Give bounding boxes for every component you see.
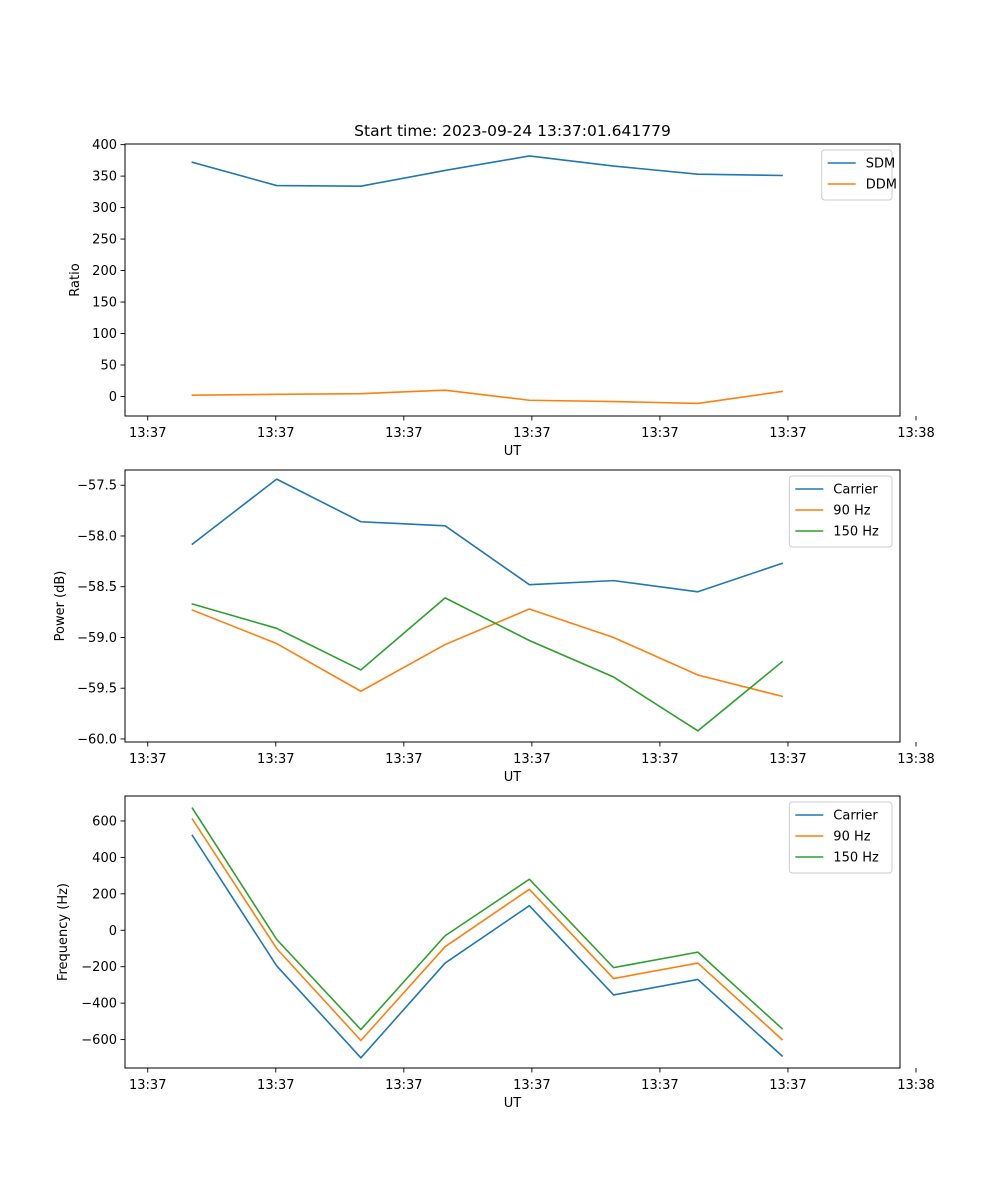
power-chart: 13:37 13:37 13:37 13:37 13:37 13:37 13:38 −60.0…: [53, 469, 935, 785]
y-tick-label: −59.5: [77, 682, 117, 697]
x-tick-label: 13:37: [769, 426, 806, 441]
y-axis-label: Power (dB): [53, 571, 68, 642]
x-tick-label: 13:37: [129, 426, 166, 441]
x-tick-label: 13:37: [257, 1078, 294, 1093]
series-line-carrier: [191, 834, 784, 1059]
x-tick-label: 13:37: [513, 1078, 550, 1093]
series-line-150-hz: [191, 597, 784, 732]
y-tick-label: −58.0: [77, 529, 117, 544]
legend-entry: Carrier: [833, 809, 878, 824]
y-tick-label: −57.5: [77, 479, 117, 494]
x-tick-label: 13:37: [641, 1078, 678, 1093]
x-tick-label: 13:37: [257, 752, 294, 767]
x-tick-label: 13:37: [641, 752, 678, 767]
y-tick-label: 0: [109, 924, 117, 939]
legend-entry: SDM: [866, 157, 895, 172]
legend: Carrier 90 Hz 150 Hz: [788, 475, 893, 548]
series-line-150-hz: [191, 807, 784, 1031]
legend-box: [788, 475, 893, 548]
x-tick-label: 13:37: [513, 426, 550, 441]
y-tick-label: −600: [81, 1033, 117, 1048]
legend: Carrier 90 Hz 150 Hz: [788, 801, 893, 874]
y-tick-label: −60.0: [77, 732, 117, 747]
y-tick-label: −58.5: [77, 580, 117, 595]
series-line-ddm: [191, 389, 783, 405]
legend: SDM DDM: [821, 149, 897, 201]
axes-frame: [124, 143, 901, 417]
y-tick-label: 200: [92, 264, 117, 279]
frequency-chart: 13:37 13:37 13:37 13:37 13:37 13:37 13:38 −600 −…: [56, 795, 935, 1111]
x-tick-label: 13:38: [897, 426, 934, 441]
x-tick-label: 13:38: [897, 1078, 934, 1093]
y-tick-label: 350: [92, 170, 117, 185]
y-tick-label: 50: [100, 359, 117, 374]
legend-entry: 90 Hz: [833, 830, 870, 845]
y-tick-label: 600: [92, 814, 117, 829]
y-tick-label: 100: [92, 327, 117, 342]
y-tick-label: 0: [109, 390, 117, 405]
legend-entry: DDM: [866, 178, 897, 193]
x-tick-label: 13:37: [385, 752, 422, 767]
x-tick-label: 13:37: [257, 426, 294, 441]
y-tick-label: 300: [92, 201, 117, 216]
x-axis-label: UT: [504, 1096, 522, 1111]
series-line-90-hz: [191, 608, 784, 698]
y-axis-label: Ratio: [68, 263, 83, 296]
x-tick-label: 13:37: [769, 1078, 806, 1093]
x-tick-label: 13:38: [897, 752, 934, 767]
series-line-carrier: [191, 478, 784, 593]
y-tick-label: −59.0: [77, 631, 117, 646]
x-tick-label: 13:37: [513, 752, 550, 767]
x-tick-label: 13:37: [641, 426, 678, 441]
y-tick-label: 400: [92, 851, 117, 866]
y-tick-label: 400: [92, 138, 117, 153]
axes-frame: [124, 469, 901, 743]
axes-frame: [124, 795, 901, 1069]
legend-entry: 150 Hz: [833, 851, 879, 866]
y-tick-label: −200: [81, 960, 117, 975]
x-tick-label: 13:37: [385, 426, 422, 441]
y-tick-label: −400: [81, 997, 117, 1012]
y-tick-label: 200: [92, 887, 117, 902]
chart-panels: 13:37 13:37 13:37 13:37 13:37 13:37 13:38 0 50 10…: [53, 138, 935, 1111]
ratio-chart: 13:37 13:37 13:37 13:37 13:37 13:37 13:38 0 50 10…: [68, 138, 935, 459]
x-tick-label: 13:37: [385, 1078, 422, 1093]
legend-entry: 150 Hz: [833, 525, 879, 540]
x-tick-label: 13:37: [129, 752, 166, 767]
y-tick-label: 250: [92, 233, 117, 248]
x-tick-label: 13:37: [769, 752, 806, 767]
series-line-90-hz: [191, 818, 784, 1042]
y-tick-label: 150: [92, 296, 117, 311]
series-line-sdm: [191, 155, 783, 187]
y-axis-label: Frequency (Hz): [56, 883, 71, 981]
legend-entry: 90 Hz: [833, 504, 870, 519]
x-axis-label: UT: [504, 770, 522, 785]
legend-box: [788, 801, 893, 874]
figure-title: Start time: 2023-09-24 13:37:01.641779: [354, 122, 671, 140]
legend-entry: Carrier: [833, 483, 878, 498]
x-axis-label: UT: [504, 444, 522, 459]
x-tick-label: 13:37: [129, 1078, 166, 1093]
